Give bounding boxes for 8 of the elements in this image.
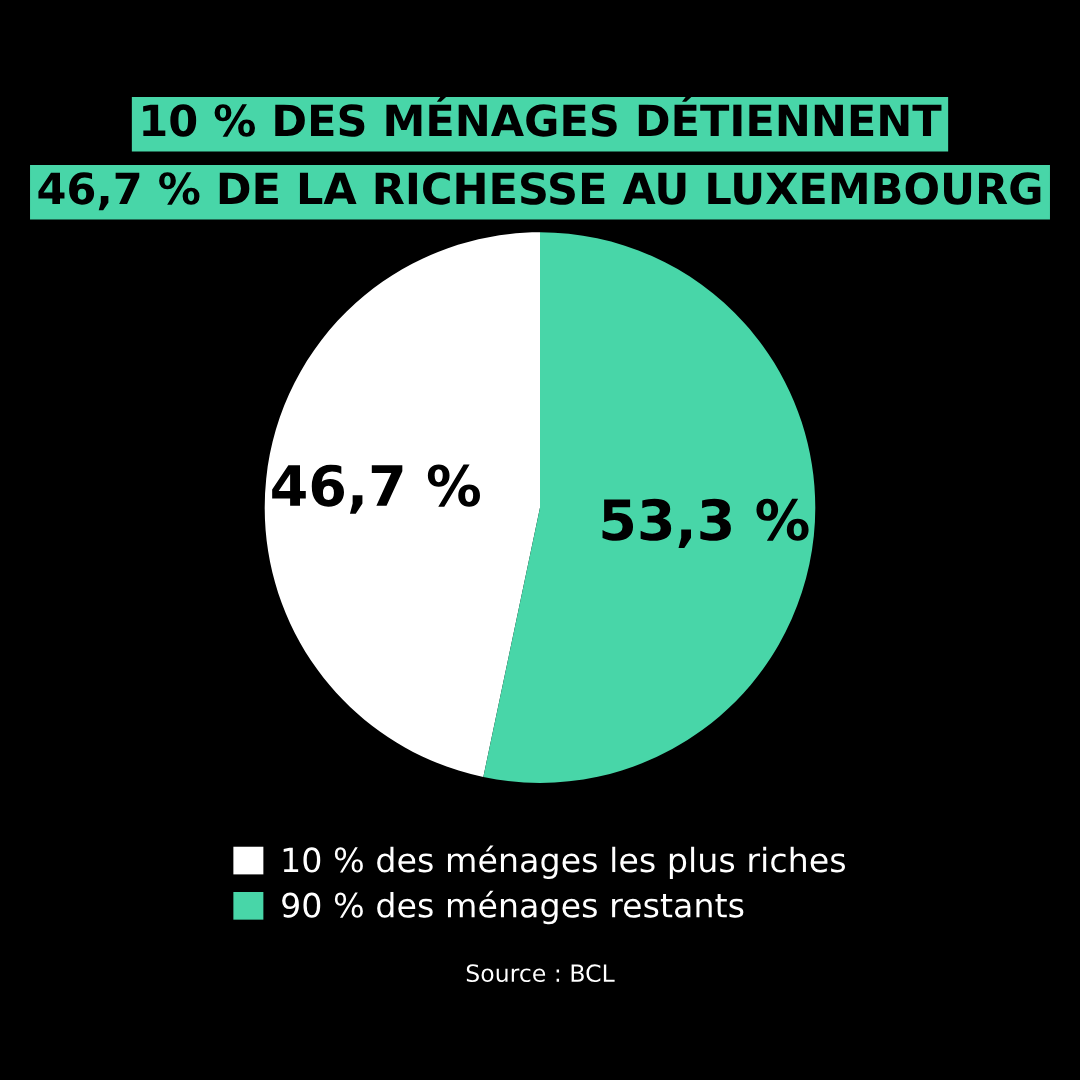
data-label: 46,7 % [272,464,480,514]
legend-label: 10 % des ménages les plus riches [283,845,846,879]
source-note: Source : BCL [466,964,615,983]
pie-slice [483,232,816,783]
chart-title: 10 % DES MÉNAGES DÉTIENNENT 46,7 % DE LA RICHESSE AU LUXEMBOURG [38,96,1041,211]
data-label: 53,3 % [602,498,809,548]
legend-label: 90 % des ménages restants [282,890,744,925]
pie-slice [264,232,540,777]
